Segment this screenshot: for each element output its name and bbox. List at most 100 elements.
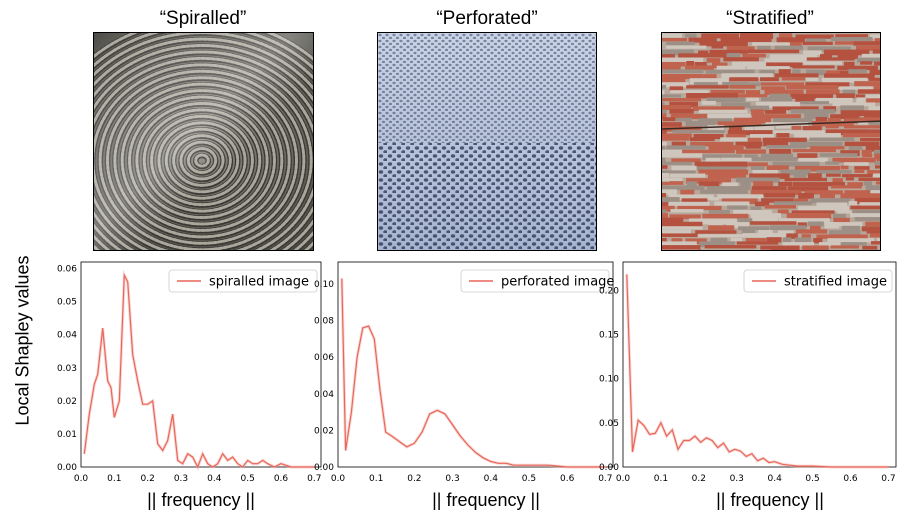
wood-fleck bbox=[686, 85, 729, 89]
wood-fleck bbox=[810, 146, 845, 150]
wood-fleck bbox=[705, 69, 755, 74]
x-tick-label: 0.2 bbox=[407, 474, 421, 484]
y-tick-label: 0.01 bbox=[57, 430, 77, 440]
wood-fleck bbox=[856, 57, 880, 63]
wood-fleck bbox=[711, 45, 724, 49]
spiralled-texture-image bbox=[93, 32, 314, 251]
wood-fleck bbox=[820, 249, 849, 250]
wood-fleck bbox=[750, 206, 762, 210]
wood-fleck bbox=[764, 89, 804, 96]
wood-fleck bbox=[868, 77, 880, 81]
wood-fleck bbox=[708, 145, 744, 151]
wood-fleck bbox=[678, 53, 727, 58]
wood-fleck bbox=[669, 101, 698, 108]
x-tick-label: 0.1 bbox=[369, 474, 383, 484]
wood-fleck bbox=[749, 173, 790, 179]
wood-fleck bbox=[832, 178, 843, 183]
wood-fleck bbox=[864, 113, 880, 119]
wood-fleck bbox=[662, 202, 669, 207]
wood-fleck bbox=[670, 113, 707, 120]
wood-fleck bbox=[865, 221, 880, 227]
wood-fleck bbox=[790, 42, 802, 48]
wood-fleck bbox=[850, 205, 880, 210]
wood-fleck bbox=[716, 65, 746, 71]
wood-fleck bbox=[854, 197, 880, 204]
wood-fleck bbox=[874, 153, 880, 159]
wood-fleck bbox=[685, 238, 707, 245]
wood-fleck bbox=[858, 121, 868, 125]
wood-fleck bbox=[671, 158, 701, 163]
wood-fleck bbox=[707, 113, 751, 119]
wood-fleck bbox=[784, 177, 827, 182]
wood-fleck bbox=[803, 50, 822, 56]
x-tick-label: 0.3 bbox=[174, 474, 188, 484]
wood-fleck bbox=[791, 125, 802, 130]
wood-fleck bbox=[786, 85, 838, 90]
wood-fleck bbox=[717, 194, 763, 199]
y-tick-label: 0.00 bbox=[599, 463, 619, 473]
wood-fleck bbox=[696, 166, 747, 172]
wood-fleck bbox=[759, 69, 775, 74]
wood-fleck bbox=[746, 97, 759, 102]
wood-fleck bbox=[833, 217, 850, 223]
wood-fleck bbox=[662, 78, 686, 84]
wood-fleck bbox=[840, 193, 880, 199]
wood-fleck bbox=[804, 113, 829, 119]
wood-fleck bbox=[805, 38, 826, 45]
wood-fleck bbox=[853, 41, 880, 46]
wood-fleck bbox=[874, 161, 880, 165]
wood-fleck bbox=[726, 222, 750, 229]
wood-fleck bbox=[840, 150, 860, 157]
wood-fleck bbox=[662, 73, 703, 80]
wood-fleck bbox=[775, 125, 791, 129]
y-tick-label: 0.00 bbox=[57, 463, 77, 473]
wood-fleck bbox=[693, 82, 718, 88]
wood-fleck bbox=[751, 109, 764, 116]
wood-fleck bbox=[841, 225, 860, 232]
wood-fleck bbox=[690, 141, 734, 147]
wood-fleck bbox=[752, 217, 778, 222]
wood-fleck bbox=[806, 89, 840, 95]
panel-title-perforated: “Perforated” bbox=[436, 8, 538, 29]
wood-fleck bbox=[776, 133, 790, 138]
wood-fleck bbox=[848, 201, 858, 206]
wood-fleck bbox=[769, 225, 807, 230]
legend-label: perforated image bbox=[501, 275, 614, 290]
wood-fleck bbox=[686, 61, 695, 66]
wood-fleck bbox=[753, 181, 774, 188]
wood-fleck bbox=[873, 173, 880, 178]
wood-fleck bbox=[830, 114, 860, 120]
wood-fleck bbox=[662, 213, 668, 219]
wood-fleck bbox=[778, 69, 791, 74]
wood-fleck bbox=[670, 90, 709, 94]
wood-fleck bbox=[795, 34, 834, 39]
wood-fleck bbox=[797, 222, 807, 228]
wood-fleck bbox=[754, 126, 774, 130]
wood-fleck bbox=[840, 242, 867, 246]
wood-fleck bbox=[710, 237, 728, 243]
wood-fleck bbox=[662, 117, 676, 122]
wood-fleck bbox=[689, 137, 715, 142]
x-tick-label: 0.2 bbox=[692, 474, 706, 484]
wood-fleck bbox=[806, 69, 825, 76]
wood-fleck bbox=[777, 209, 789, 214]
wood-fleck bbox=[803, 61, 842, 65]
wood-fleck bbox=[854, 81, 880, 87]
wood-fleck bbox=[800, 101, 829, 105]
wood-fleck bbox=[873, 149, 880, 156]
wood-fleck bbox=[869, 233, 880, 238]
wood-fleck bbox=[764, 205, 796, 209]
wood-fleck bbox=[866, 229, 880, 234]
wood-fleck bbox=[792, 69, 801, 74]
wood-fleck bbox=[868, 129, 880, 133]
x-tick-label: 0.1 bbox=[654, 474, 668, 484]
wood-fleck bbox=[798, 206, 849, 212]
wood-fleck bbox=[751, 186, 787, 191]
wood-fleck bbox=[773, 130, 825, 134]
wood-fleck bbox=[778, 218, 830, 223]
wood-fleck bbox=[829, 230, 861, 236]
wood-fleck bbox=[808, 173, 822, 179]
wood-fleck bbox=[742, 233, 786, 238]
x-tick-label: 0.4 bbox=[768, 474, 783, 484]
wood-fleck bbox=[751, 166, 765, 171]
